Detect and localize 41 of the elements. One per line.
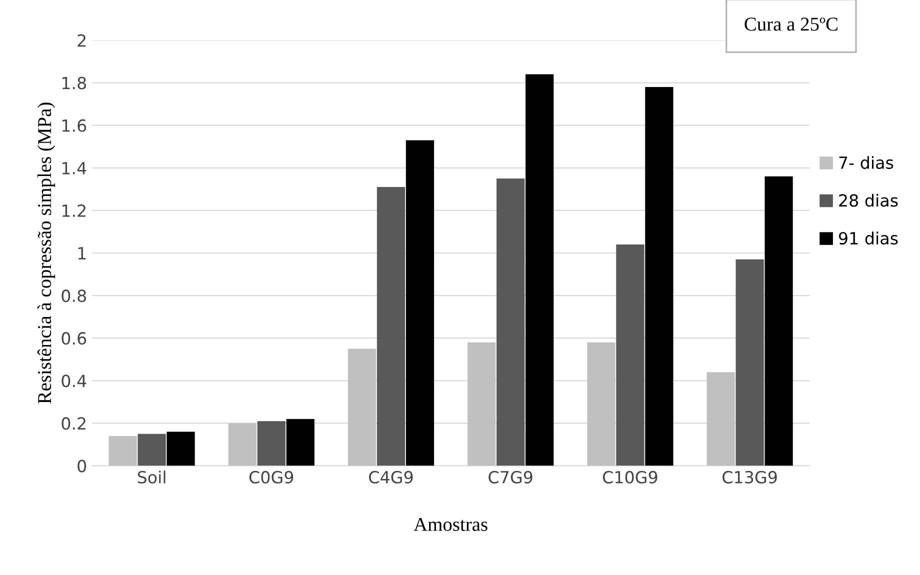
y-axis-title: Resistência à copressão simples (MPa) (37, 102, 56, 404)
bar (468, 342, 496, 466)
y-tick-label: 1.6 (62, 119, 86, 132)
bar (526, 74, 554, 466)
x-tick-label: C0G9 (249, 470, 294, 484)
y-tick-label: 0.6 (62, 332, 86, 345)
bar (706, 372, 735, 466)
bar (645, 87, 674, 466)
legend-label: 91 dias (838, 232, 898, 245)
bar (736, 259, 764, 466)
text: Cura a 25ºC (744, 18, 838, 31)
y-tick-label: 1.2 (62, 204, 86, 217)
x-tick-label: C7G9 (488, 470, 532, 484)
bar (166, 432, 195, 466)
x-tick-label: C10G9 (602, 470, 658, 484)
bar (764, 176, 793, 466)
y-tick-label: 0.8 (62, 290, 86, 302)
y-tick-label: 1.8 (62, 76, 86, 90)
bar (406, 140, 434, 466)
bar (257, 421, 286, 466)
x-tick-label: C13G9 (722, 470, 777, 484)
x-tick-label: Soil (138, 470, 166, 484)
y-tick-label: 1.4 (62, 162, 86, 174)
bar (348, 348, 376, 466)
y-tick-label: 2 (78, 34, 86, 47)
bar (138, 434, 166, 466)
bar (587, 342, 616, 466)
bar (228, 423, 256, 466)
y-tick-label: 0.2 (62, 417, 86, 430)
bar (616, 244, 644, 466)
bar (496, 178, 525, 466)
bar (376, 187, 406, 466)
y-tick-label: 0 (78, 460, 86, 472)
legend-label: 7- dias (839, 156, 894, 169)
bar (108, 436, 137, 466)
y-tick-label: 0.4 (62, 374, 86, 388)
legend-label: 28 dias (839, 194, 898, 207)
x-tick-label: C4G9 (369, 470, 413, 484)
y-tick-label: 1 (78, 247, 86, 260)
bar (286, 418, 314, 466)
x-axis-title: Amostras (414, 518, 488, 531)
